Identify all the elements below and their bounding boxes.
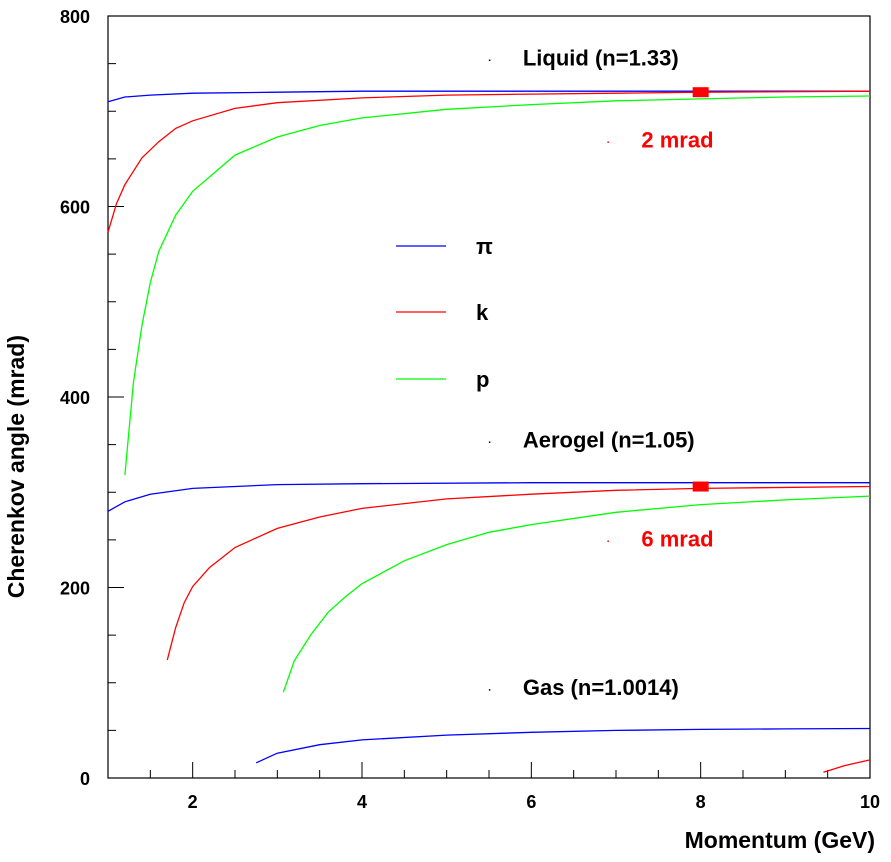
y-axis-label: Cherenkov angle (mrad) bbox=[3, 335, 29, 598]
y-tick-label: 0 bbox=[80, 769, 90, 789]
annotation-dot bbox=[488, 59, 491, 62]
x-tick-label: 2 bbox=[188, 792, 198, 812]
legend-label: k bbox=[476, 300, 489, 325]
series-line-liquid bbox=[107, 90, 870, 103]
series-line-gas-k bbox=[823, 759, 871, 773]
annotation-label: Liquid (n=1.33) bbox=[523, 46, 679, 71]
legend-label: p bbox=[476, 367, 489, 392]
series-line-aerogel bbox=[107, 482, 870, 512]
annotation-label: 2 mrad bbox=[641, 127, 713, 152]
x-tick-label: 8 bbox=[696, 792, 706, 812]
annotation-dot bbox=[488, 689, 491, 691]
series-line-aerogel-k bbox=[166, 485, 871, 661]
series-line-liquid-p bbox=[124, 95, 871, 476]
resolution-marker bbox=[692, 481, 709, 492]
annotations: Liquid (n=1.33) 2 mrad Aerogel (n=1.05) 6 m… bbox=[488, 46, 714, 700]
annotation-label: 6 mrad bbox=[641, 527, 713, 552]
series-line-gas bbox=[255, 727, 871, 764]
legend-label: π bbox=[476, 234, 493, 259]
annotation-dot bbox=[607, 540, 609, 543]
x-tick-label: 6 bbox=[526, 792, 536, 812]
plot-frame bbox=[107, 15, 871, 779]
series-line-liquid-k bbox=[107, 90, 871, 233]
x-tick-label: 10 bbox=[860, 792, 880, 812]
annotation-label: Gas (n=1.0014) bbox=[523, 675, 679, 700]
y-tick-label: 400 bbox=[60, 388, 90, 408]
x-axis-label: Momentum (GeV) bbox=[685, 827, 875, 853]
legend: π k p bbox=[396, 234, 493, 392]
annotation-label: Aerogel (n=1.05) bbox=[523, 427, 695, 452]
annotation-dot bbox=[488, 441, 491, 443]
series-line-aerogel-p bbox=[282, 495, 871, 693]
axis-ticks bbox=[107, 15, 871, 779]
y-tick-label: 200 bbox=[60, 579, 90, 599]
series-lines bbox=[107, 90, 871, 773]
tick-labels: 2 4 6 8 10 0 200 400 600 800 bbox=[60, 7, 880, 812]
resolution-markers bbox=[692, 87, 709, 492]
y-tick-label: 800 bbox=[60, 7, 90, 27]
annotation-dot bbox=[607, 141, 609, 143]
y-tick-label: 600 bbox=[60, 198, 90, 218]
x-tick-label: 4 bbox=[357, 792, 367, 812]
resolution-marker bbox=[692, 87, 709, 98]
